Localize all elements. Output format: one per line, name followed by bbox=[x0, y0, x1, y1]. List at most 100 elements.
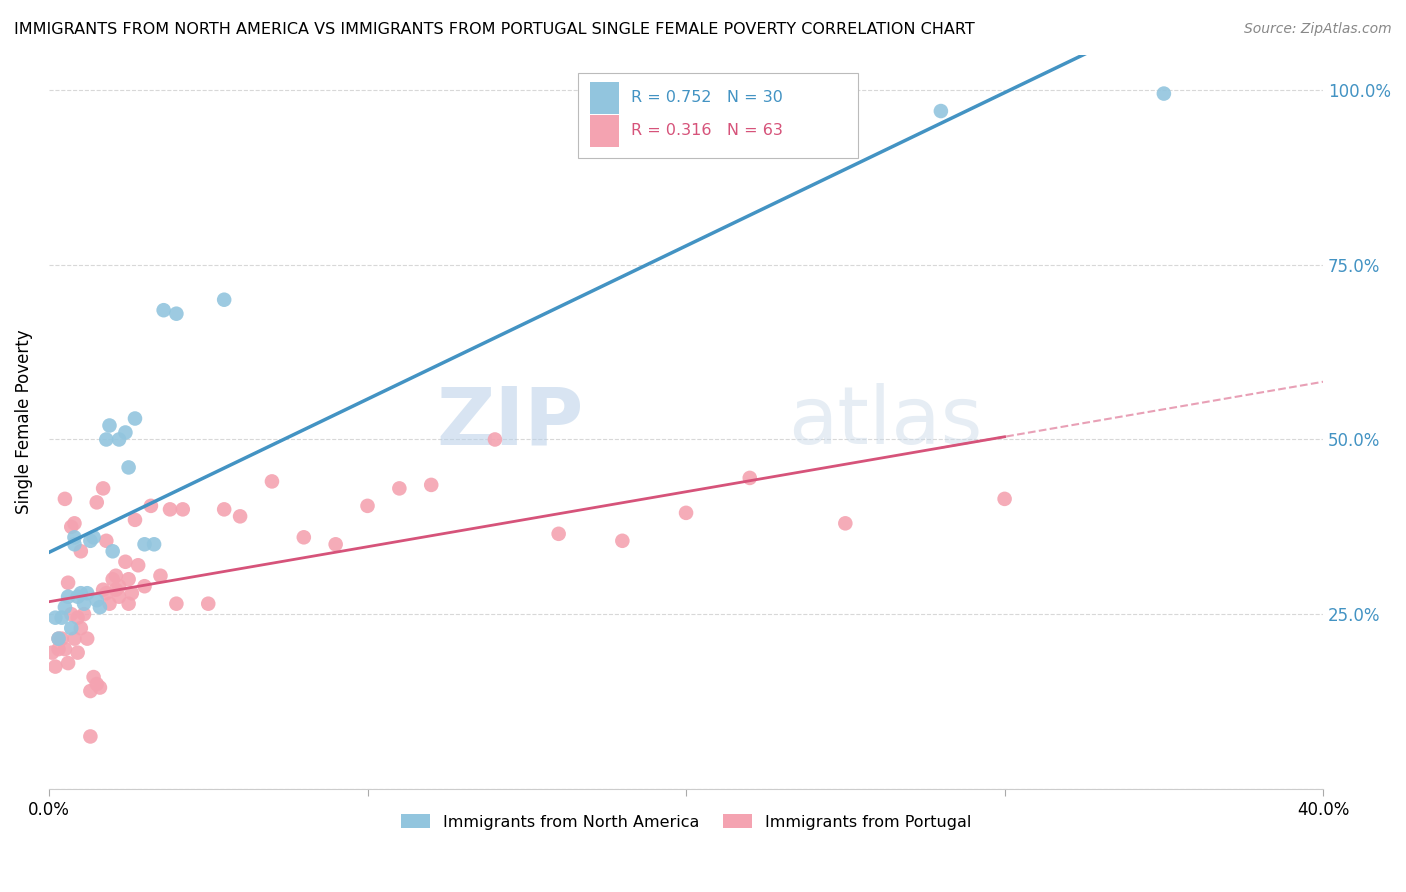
Point bbox=[212, 502, 235, 516]
Point bbox=[79, 684, 101, 698]
Point bbox=[48, 632, 70, 646]
Point bbox=[104, 582, 127, 597]
Point bbox=[108, 433, 131, 447]
Point bbox=[86, 593, 108, 607]
Point bbox=[108, 579, 131, 593]
Bar bbox=[591, 81, 619, 114]
Y-axis label: Single Female Poverty: Single Female Poverty bbox=[15, 330, 32, 515]
Point bbox=[124, 411, 146, 425]
Point bbox=[69, 621, 91, 635]
Point bbox=[149, 568, 172, 582]
Point bbox=[292, 530, 315, 544]
Point bbox=[143, 537, 166, 551]
Point bbox=[41, 646, 63, 660]
Point bbox=[172, 502, 194, 516]
Point bbox=[994, 491, 1017, 506]
Point bbox=[83, 670, 105, 684]
Point bbox=[83, 530, 105, 544]
Point bbox=[159, 502, 181, 516]
Point bbox=[388, 482, 411, 496]
Point bbox=[86, 495, 108, 509]
Point bbox=[73, 597, 96, 611]
Point bbox=[66, 646, 89, 660]
Point bbox=[212, 293, 235, 307]
Point bbox=[139, 499, 162, 513]
Point bbox=[929, 103, 952, 118]
Point bbox=[114, 425, 136, 440]
Point bbox=[53, 600, 76, 615]
Point bbox=[675, 506, 697, 520]
Point bbox=[51, 632, 73, 646]
Bar bbox=[591, 114, 619, 147]
Point bbox=[91, 582, 114, 597]
Point bbox=[53, 642, 76, 657]
Point bbox=[229, 509, 252, 524]
Text: R = 0.752   N = 30: R = 0.752 N = 30 bbox=[631, 90, 783, 105]
Point bbox=[197, 597, 219, 611]
Point bbox=[420, 478, 443, 492]
Point bbox=[152, 303, 174, 318]
Text: Source: ZipAtlas.com: Source: ZipAtlas.com bbox=[1244, 22, 1392, 37]
Point bbox=[60, 607, 83, 622]
Point bbox=[738, 471, 761, 485]
Text: IMMIGRANTS FROM NORTH AMERICA VS IMMIGRANTS FROM PORTUGAL SINGLE FEMALE POVERTY : IMMIGRANTS FROM NORTH AMERICA VS IMMIGRA… bbox=[14, 22, 974, 37]
Point bbox=[260, 475, 283, 489]
Point bbox=[66, 590, 89, 604]
Point bbox=[89, 600, 111, 615]
Point bbox=[121, 586, 143, 600]
Point bbox=[547, 526, 569, 541]
Point bbox=[60, 621, 83, 635]
Point bbox=[51, 610, 73, 624]
Point bbox=[117, 597, 139, 611]
Point bbox=[101, 544, 124, 558]
Point bbox=[117, 572, 139, 586]
Point bbox=[63, 537, 86, 551]
Point bbox=[134, 537, 156, 551]
Point bbox=[60, 520, 83, 534]
Point bbox=[325, 537, 347, 551]
Point bbox=[69, 544, 91, 558]
Point bbox=[356, 499, 378, 513]
Point bbox=[101, 572, 124, 586]
Text: ZIP: ZIP bbox=[437, 383, 583, 461]
Point bbox=[56, 590, 79, 604]
Point bbox=[484, 433, 506, 447]
Point bbox=[63, 516, 86, 531]
Point bbox=[63, 632, 86, 646]
Point bbox=[127, 558, 149, 573]
Point bbox=[44, 659, 66, 673]
Point bbox=[73, 607, 96, 622]
Point bbox=[76, 586, 98, 600]
Point bbox=[56, 575, 79, 590]
Point bbox=[104, 568, 127, 582]
Point bbox=[66, 610, 89, 624]
Point bbox=[76, 632, 98, 646]
Point bbox=[612, 533, 634, 548]
Point bbox=[79, 533, 101, 548]
Point bbox=[79, 730, 101, 744]
Point bbox=[89, 681, 111, 695]
Point bbox=[48, 642, 70, 657]
FancyBboxPatch shape bbox=[578, 73, 858, 158]
Point bbox=[48, 632, 70, 646]
Point bbox=[834, 516, 856, 531]
Text: atlas: atlas bbox=[787, 383, 983, 461]
Point bbox=[165, 307, 187, 321]
Point bbox=[98, 597, 121, 611]
Point bbox=[44, 610, 66, 624]
Point bbox=[69, 586, 91, 600]
Point bbox=[117, 460, 139, 475]
Point bbox=[56, 656, 79, 670]
Point bbox=[134, 579, 156, 593]
Point bbox=[98, 418, 121, 433]
Legend: Immigrants from North America, Immigrants from Portugal: Immigrants from North America, Immigrant… bbox=[395, 807, 977, 836]
Point bbox=[108, 590, 131, 604]
Point bbox=[63, 530, 86, 544]
Point bbox=[1153, 87, 1175, 101]
Point bbox=[91, 482, 114, 496]
Point bbox=[165, 597, 187, 611]
Point bbox=[96, 533, 118, 548]
Point bbox=[96, 433, 118, 447]
Point bbox=[114, 555, 136, 569]
Point bbox=[53, 491, 76, 506]
